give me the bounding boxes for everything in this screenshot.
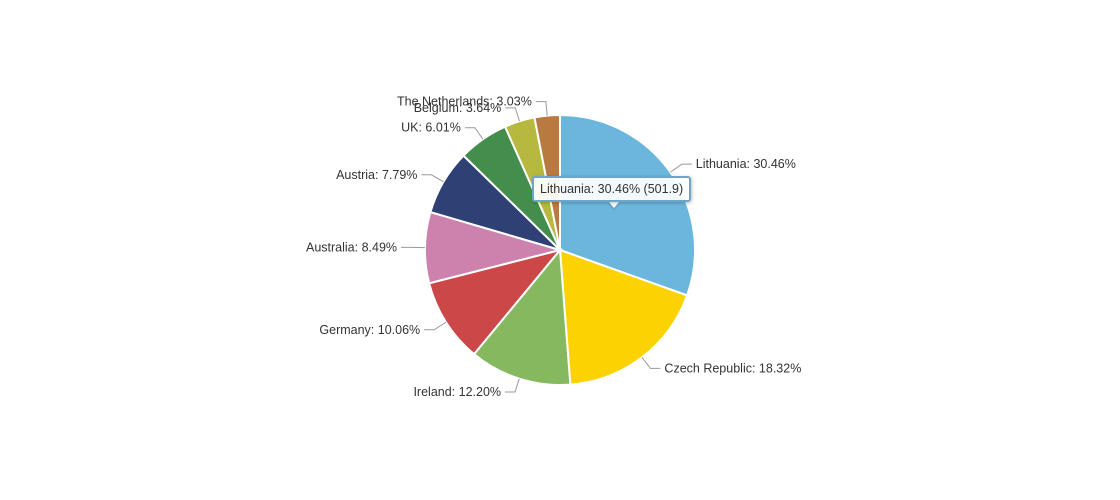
slice-label-austria: Austria: 7.79%	[336, 168, 417, 182]
leader-line-czech-republic	[641, 356, 661, 369]
slice-label-belgium: Belgium: 3.64%	[414, 101, 502, 115]
pie-slice-germany[interactable]	[427, 248, 563, 356]
pie-slice-lithuania[interactable]	[559, 113, 696, 297]
slice-label-the-netherlands: The Netherlands: 3.03%	[397, 95, 532, 109]
leader-line-the-netherlands	[535, 101, 548, 116]
slice-label-czech-republic: Czech Republic: 18.32%	[664, 361, 801, 375]
pie-slice-ireland[interactable]	[472, 247, 572, 386]
tooltip-arrow-inner	[609, 202, 619, 208]
slice-labels: Lithuania: 30.46% Czech Republic: 18.32% I…	[306, 95, 801, 399]
slice-label-lithuania: Lithuania: 30.46%	[696, 157, 796, 171]
leader-line-ireland	[505, 378, 520, 393]
slice-label-germany: Germany: 10.06%	[319, 323, 420, 337]
slice-label-uk: UK: 6.01%	[401, 121, 461, 135]
slice-label-ireland: Ireland: 12.20%	[413, 385, 501, 399]
leader-line-uk	[464, 127, 484, 140]
pie-slices	[424, 113, 696, 386]
leader-line-lithuania	[670, 163, 692, 173]
leader-line-austria	[421, 174, 444, 183]
slice-tooltip: Lithuania: 30.46% (501.9)	[532, 176, 692, 202]
leader-line-germany	[424, 321, 447, 331]
leader-lines	[401, 101, 692, 393]
slice-label-australia: Australia: 8.49%	[306, 240, 397, 254]
leader-line-belgium	[505, 107, 520, 122]
pie-slice-czech-republic[interactable]	[558, 248, 689, 386]
